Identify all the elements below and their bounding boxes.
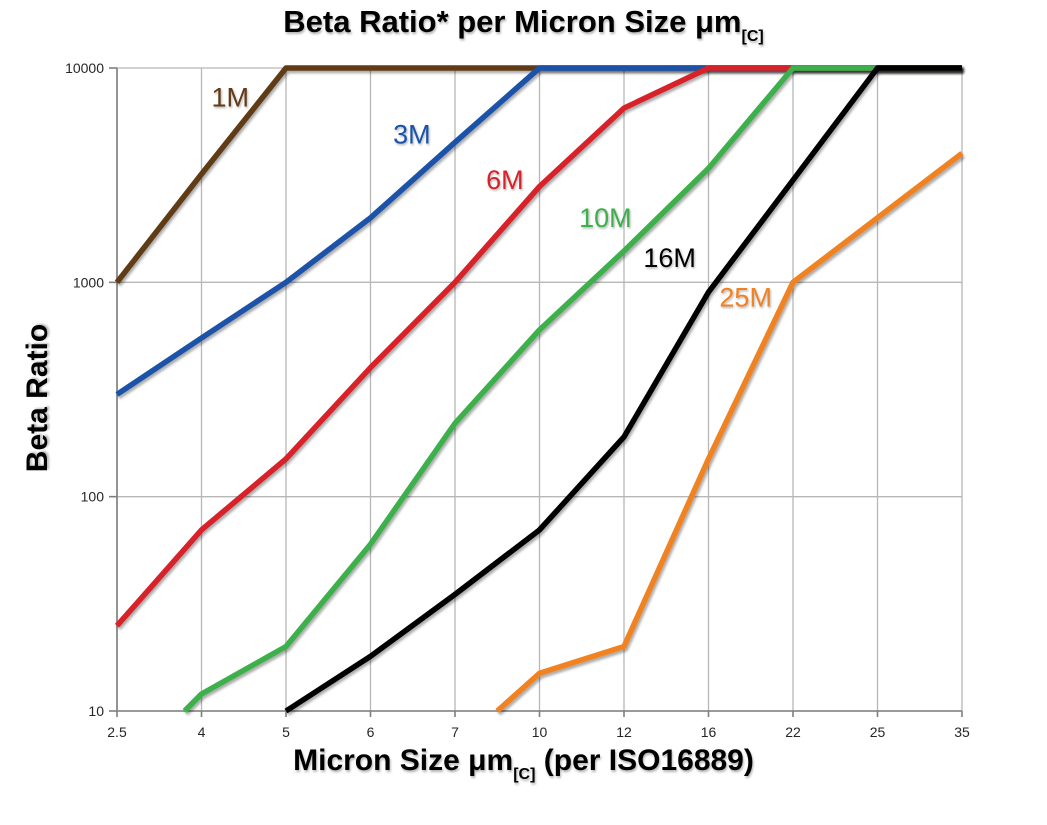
chart-title: Beta Ratio* per Micron Size μm[C] bbox=[0, 4, 1047, 45]
x-tick-label-22: 22 bbox=[785, 724, 801, 740]
x-tick-label-6: 6 bbox=[367, 724, 375, 740]
x-axis-title-rest: (per ISO16889) bbox=[535, 744, 754, 777]
series-line-16M bbox=[284, 65, 962, 714]
series-label-1M: 1M bbox=[211, 82, 249, 112]
series-layer bbox=[114, 65, 964, 714]
x-axis-title: Micron Size μm[C] (per ISO16889) bbox=[0, 744, 1047, 783]
x-tick-label-5: 5 bbox=[282, 724, 290, 740]
x-tick-label-7: 7 bbox=[451, 724, 459, 740]
series-line-10M bbox=[182, 65, 962, 713]
x-tick-label-35: 35 bbox=[954, 724, 970, 740]
series-label-6M: 6M bbox=[486, 165, 524, 195]
series-label-16M: 16M bbox=[643, 243, 696, 273]
x-tick-label-16: 16 bbox=[701, 724, 717, 740]
x-tick-label-4: 4 bbox=[198, 724, 206, 740]
y-tick-label-10: 10 bbox=[88, 703, 104, 719]
x-tick-label-10: 10 bbox=[532, 724, 548, 740]
x-tick-label-25: 25 bbox=[870, 724, 886, 740]
series-label-layer: 1M 3M 6M 10M 16M 25M bbox=[211, 82, 771, 312]
axis-layer: 10 100 1000 10000 2.5 4 5 6 7 10 12 16 22 25 35 bbox=[65, 60, 970, 740]
series-label-25M: 25M bbox=[719, 282, 772, 312]
y-tick-label-100: 100 bbox=[81, 489, 105, 505]
x-axis-title-subscript: [C] bbox=[513, 766, 536, 783]
chart-title-subscript: [C] bbox=[741, 28, 764, 45]
chart-title-main: Beta Ratio* per Micron Size μm bbox=[283, 4, 742, 39]
grid-layer bbox=[116, 67, 963, 712]
series-label-3M: 3M bbox=[393, 119, 431, 149]
x-tick-label-12: 12 bbox=[616, 724, 632, 740]
y-tick-label-10000: 10000 bbox=[65, 60, 104, 76]
y-tick-label-1000: 1000 bbox=[73, 274, 104, 290]
series-label-10M: 10M bbox=[579, 203, 632, 233]
x-axis-title-main: Micron Size μm bbox=[293, 744, 514, 777]
series-line-25M bbox=[495, 151, 964, 714]
x-tick-label-2.5: 2.5 bbox=[107, 724, 127, 740]
